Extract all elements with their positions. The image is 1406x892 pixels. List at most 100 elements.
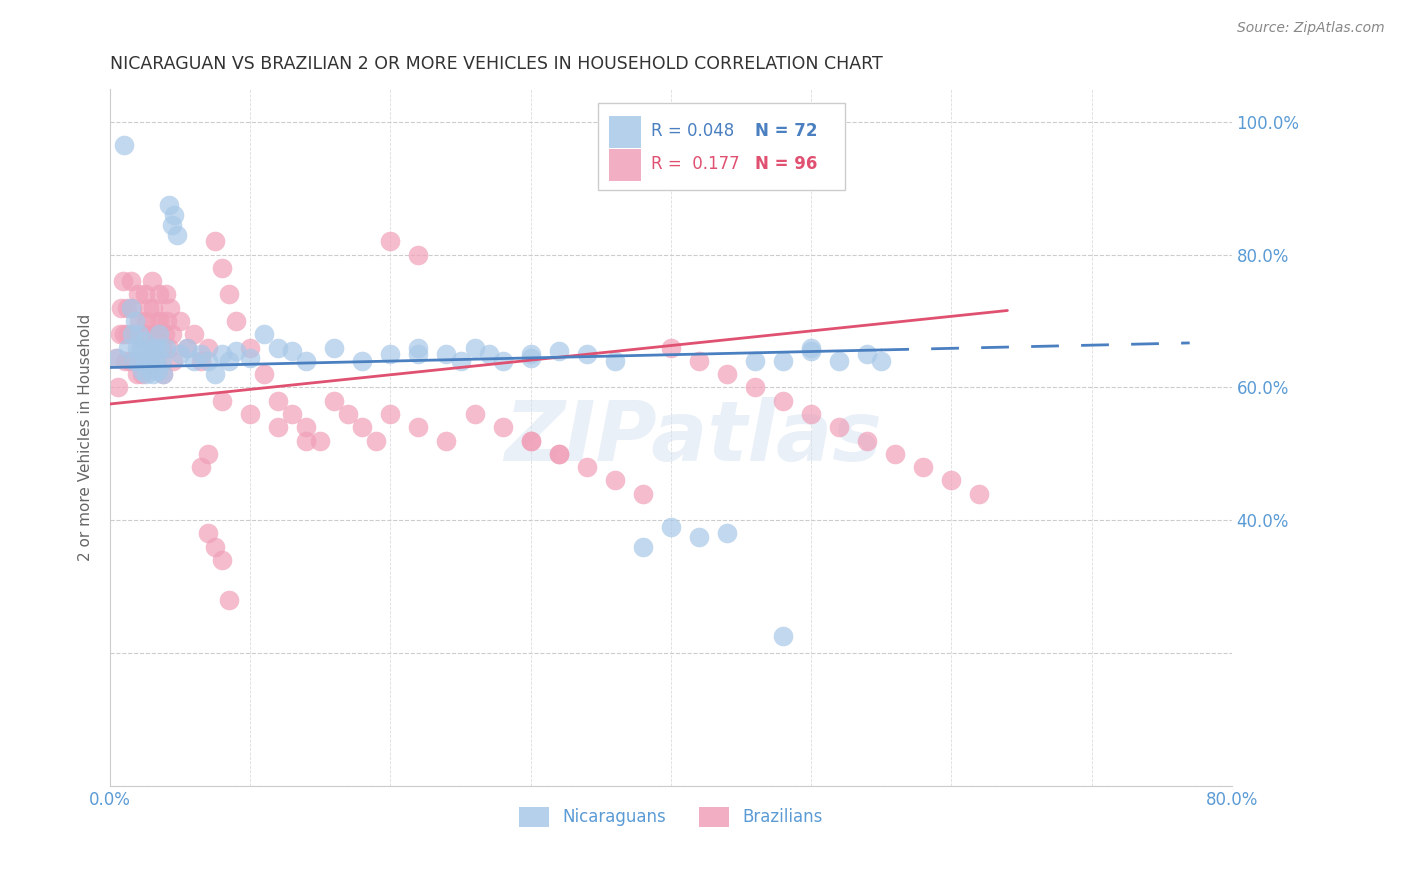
Point <box>281 407 304 421</box>
Text: ZIPatlas: ZIPatlas <box>505 397 882 478</box>
Point <box>912 460 935 475</box>
Point <box>800 341 823 355</box>
Point <box>239 341 262 355</box>
Point <box>152 367 174 381</box>
Point <box>141 274 163 288</box>
Point <box>575 347 598 361</box>
Point <box>153 327 176 342</box>
Point <box>127 287 149 301</box>
Point <box>155 287 177 301</box>
Point <box>115 301 138 315</box>
Point <box>688 530 710 544</box>
FancyBboxPatch shape <box>609 149 641 180</box>
Point <box>519 434 541 448</box>
Point <box>225 314 247 328</box>
Point <box>716 367 738 381</box>
Point <box>239 407 262 421</box>
Point <box>211 260 233 275</box>
Point <box>519 351 541 365</box>
Point <box>204 235 226 249</box>
Point <box>152 367 174 381</box>
Point <box>118 354 141 368</box>
Point <box>129 341 152 355</box>
Point <box>281 343 304 358</box>
Point <box>716 526 738 541</box>
Point <box>366 434 388 448</box>
Point <box>136 341 159 355</box>
Point <box>211 553 233 567</box>
Point <box>141 347 163 361</box>
Point <box>380 235 402 249</box>
Point <box>477 347 499 361</box>
Point <box>183 354 205 368</box>
Point <box>267 393 290 408</box>
Point <box>688 354 710 368</box>
Point <box>744 354 766 368</box>
Point <box>166 227 188 242</box>
Point <box>436 434 458 448</box>
Point <box>547 447 569 461</box>
Text: NICARAGUAN VS BRAZILIAN 2 OR MORE VEHICLES IN HOUSEHOLD CORRELATION CHART: NICARAGUAN VS BRAZILIAN 2 OR MORE VEHICL… <box>110 55 883 73</box>
Point <box>603 354 626 368</box>
Point <box>125 367 148 381</box>
Legend: Nicaraguans, Brazilians: Nicaraguans, Brazilians <box>512 801 830 833</box>
Point <box>134 287 156 301</box>
Point <box>295 420 318 434</box>
Point <box>464 407 486 421</box>
Point <box>450 354 472 368</box>
Point <box>132 334 155 348</box>
Point <box>159 301 181 315</box>
Point <box>131 367 153 381</box>
Point <box>436 347 458 361</box>
Point <box>148 327 170 342</box>
Point <box>204 540 226 554</box>
Point <box>104 351 127 365</box>
Point <box>323 341 346 355</box>
Point <box>772 629 794 643</box>
Point <box>190 460 212 475</box>
Point <box>408 347 430 361</box>
Point <box>884 447 907 461</box>
Point <box>547 447 569 461</box>
Point <box>352 354 374 368</box>
Point <box>135 367 157 381</box>
Point <box>239 351 262 365</box>
Point <box>267 420 290 434</box>
Point <box>211 347 233 361</box>
Y-axis label: 2 or more Vehicles in Household: 2 or more Vehicles in Household <box>79 314 93 561</box>
Point <box>146 314 169 328</box>
Point <box>408 341 430 355</box>
Point <box>800 407 823 421</box>
Point <box>143 341 166 355</box>
Point <box>128 327 150 342</box>
Point <box>139 327 162 342</box>
Point <box>132 327 155 342</box>
Point <box>129 343 152 358</box>
Text: N = 72: N = 72 <box>755 122 817 140</box>
Point <box>218 592 240 607</box>
Point <box>491 354 513 368</box>
Point <box>197 526 219 541</box>
Point <box>352 420 374 434</box>
Point <box>295 354 318 368</box>
Point <box>575 460 598 475</box>
Text: R = 0.048: R = 0.048 <box>651 122 734 140</box>
Point <box>218 354 240 368</box>
Point <box>337 407 360 421</box>
Point <box>146 364 169 378</box>
Point <box>197 354 219 368</box>
Point <box>323 393 346 408</box>
Point <box>464 341 486 355</box>
Point <box>117 341 139 355</box>
Point <box>408 247 430 261</box>
Point <box>183 327 205 342</box>
Point <box>160 218 183 232</box>
Point <box>155 341 177 355</box>
Point <box>162 354 184 368</box>
Point <box>156 314 179 328</box>
Point <box>148 287 170 301</box>
Point <box>150 341 173 355</box>
Point <box>380 347 402 361</box>
Point <box>163 208 186 222</box>
Point <box>157 341 180 355</box>
